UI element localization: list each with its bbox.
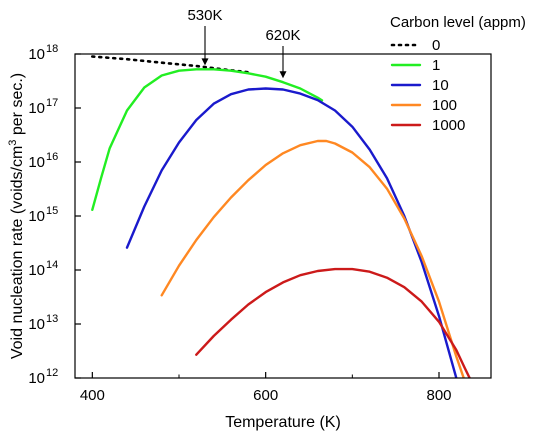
legend-label-0: 0	[432, 37, 440, 54]
x-tick-label: 400	[80, 387, 105, 404]
y-tick-label: 10	[28, 316, 45, 333]
x-tick-label: 600	[253, 387, 278, 404]
annotation-arrowhead	[201, 58, 209, 66]
y-tick-exponent: 13	[46, 313, 58, 325]
series-layer	[91, 55, 471, 378]
legend-label-1000: 1000	[432, 117, 465, 134]
legend-label-10: 10	[432, 77, 449, 94]
series-line-10	[125, 87, 458, 378]
y-tick-label: 10	[28, 100, 45, 117]
annotation-layer: 530K 620K	[187, 7, 301, 79]
legend-label-1: 1	[432, 57, 440, 74]
legend: Carbon level (appm) 0 1 10 100 1000	[390, 14, 526, 134]
y-tick-label: 10	[28, 46, 45, 63]
annotation-530K: 530K	[187, 7, 222, 24]
y-tick-exponent: 17	[46, 97, 58, 109]
y-tick-exponent: 16	[46, 151, 58, 163]
y-tick-exponent: 18	[46, 43, 58, 55]
legend-title: Carbon level (appm)	[390, 14, 526, 31]
y-tick-label: 10	[28, 370, 45, 387]
series-line-100	[160, 139, 465, 378]
x-tick-label: 800	[426, 387, 451, 404]
y-tick-label: 10	[28, 262, 45, 279]
y-tick-exponent: 12	[46, 367, 58, 379]
y-axis-label-main: Void nucleation rate (voids/cm	[9, 146, 26, 359]
y-tick-exponent: 15	[46, 205, 58, 217]
y-axis-label: Void nucleation rate (voids/cm3 per sec.…	[7, 73, 26, 359]
x-axis-label: Temperature (K)	[225, 414, 341, 431]
y-tick-exponent: 14	[46, 259, 58, 271]
series-line-1000	[195, 267, 471, 378]
y-tick-label: 10	[28, 208, 45, 225]
y-tick-label: 10	[28, 154, 45, 171]
y-axis-label-sup: 3	[7, 140, 19, 146]
legend-label-100: 100	[432, 97, 457, 114]
plot-frame	[74, 53, 492, 379]
annotation-620K: 620K	[265, 27, 300, 44]
series-line-1	[91, 68, 324, 211]
annotation-arrowhead	[279, 71, 287, 79]
y-axis-label-tail: per sec.)	[9, 73, 26, 140]
